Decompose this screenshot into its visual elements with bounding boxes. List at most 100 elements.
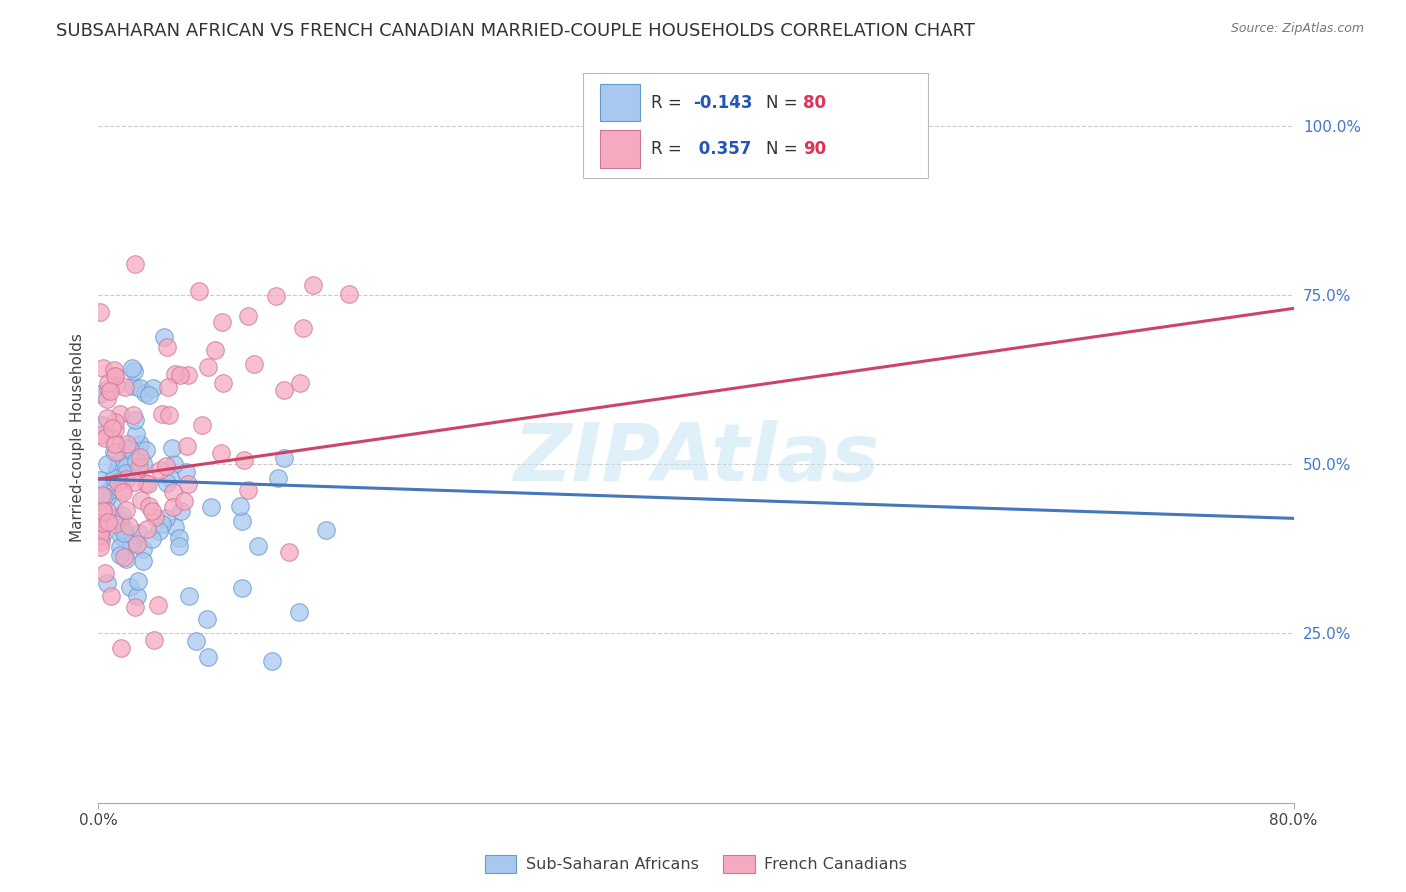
Point (187, 284, 209, 298)
Text: SUBSAHARAN AFRICAN VS FRENCH CANADIAN MARRIED-COUPLE HOUSEHOLDS CORRELATION CHAR: SUBSAHARAN AFRICAN VS FRENCH CANADIAN MA… (56, 22, 976, 40)
Point (148, 524, 170, 538)
Point (91, 506, 114, 520)
Point (135, 476, 157, 491)
Point (89, 527, 111, 541)
Point (177, 368, 200, 382)
Point (93, 431, 115, 445)
Point (96, 392, 118, 407)
Text: 90: 90 (803, 140, 825, 158)
Point (273, 383, 295, 397)
Point (94, 566, 117, 580)
Point (104, 422, 127, 436)
Point (287, 605, 309, 619)
Point (141, 503, 163, 517)
Point (163, 457, 186, 471)
Point (107, 456, 129, 470)
Point (91, 516, 114, 530)
Point (131, 541, 153, 556)
Point (110, 640, 132, 655)
Point (91, 417, 114, 432)
Point (104, 445, 127, 459)
Point (211, 376, 233, 390)
Point (135, 442, 157, 457)
Point (101, 421, 124, 435)
Point (238, 483, 260, 498)
Point (98, 483, 121, 498)
Y-axis label: Married-couple Households: Married-couple Households (69, 333, 84, 541)
Text: -0.143: -0.143 (693, 94, 752, 112)
Point (315, 523, 337, 537)
Point (156, 380, 179, 394)
Point (89, 540, 111, 554)
Point (104, 369, 127, 384)
Point (124, 363, 146, 377)
Point (105, 462, 128, 476)
Point (173, 494, 195, 508)
Text: R =: R = (651, 140, 688, 158)
Point (112, 525, 135, 540)
Point (101, 500, 124, 515)
Point (197, 649, 219, 664)
Point (195, 612, 218, 626)
Point (96, 410, 118, 425)
Point (129, 493, 152, 508)
Point (98, 384, 121, 398)
Point (103, 470, 125, 484)
Point (128, 525, 150, 540)
Point (229, 499, 252, 513)
Point (96, 503, 118, 517)
Point (96, 457, 118, 471)
Point (97, 515, 120, 529)
Point (107, 475, 129, 489)
Point (156, 476, 179, 491)
Point (96, 576, 118, 591)
Point (149, 463, 172, 477)
Point (142, 381, 165, 395)
Point (125, 589, 148, 603)
Point (111, 508, 134, 522)
Point (120, 442, 142, 457)
Point (122, 379, 145, 393)
Point (233, 453, 256, 467)
Point (138, 388, 160, 402)
Point (167, 532, 190, 546)
Point (110, 540, 132, 554)
Point (89, 387, 111, 401)
Point (124, 533, 146, 548)
Point (170, 504, 193, 518)
Point (273, 450, 295, 465)
Point (93, 490, 115, 504)
Point (162, 500, 184, 514)
Point (278, 544, 301, 558)
Point (97, 382, 120, 396)
Point (128, 450, 150, 464)
Point (105, 377, 128, 392)
Text: 80: 80 (803, 94, 825, 112)
Point (124, 454, 146, 468)
Point (191, 418, 214, 433)
Point (115, 441, 138, 455)
Point (176, 439, 198, 453)
Point (162, 441, 184, 455)
Point (115, 472, 138, 486)
Point (132, 456, 155, 470)
Point (91, 504, 114, 518)
Point (127, 463, 149, 477)
Point (197, 360, 219, 375)
Point (211, 315, 233, 329)
Point (136, 477, 159, 491)
Point (112, 550, 135, 565)
Point (243, 357, 266, 371)
Point (101, 434, 124, 448)
Point (174, 465, 197, 479)
Point (129, 380, 152, 394)
Point (110, 529, 132, 543)
Point (107, 475, 129, 490)
Text: 0.357: 0.357 (693, 140, 752, 158)
Point (184, 634, 207, 648)
Point (143, 509, 166, 524)
Point (90, 529, 112, 543)
Point (163, 368, 186, 382)
Point (104, 416, 127, 430)
Point (120, 537, 142, 551)
